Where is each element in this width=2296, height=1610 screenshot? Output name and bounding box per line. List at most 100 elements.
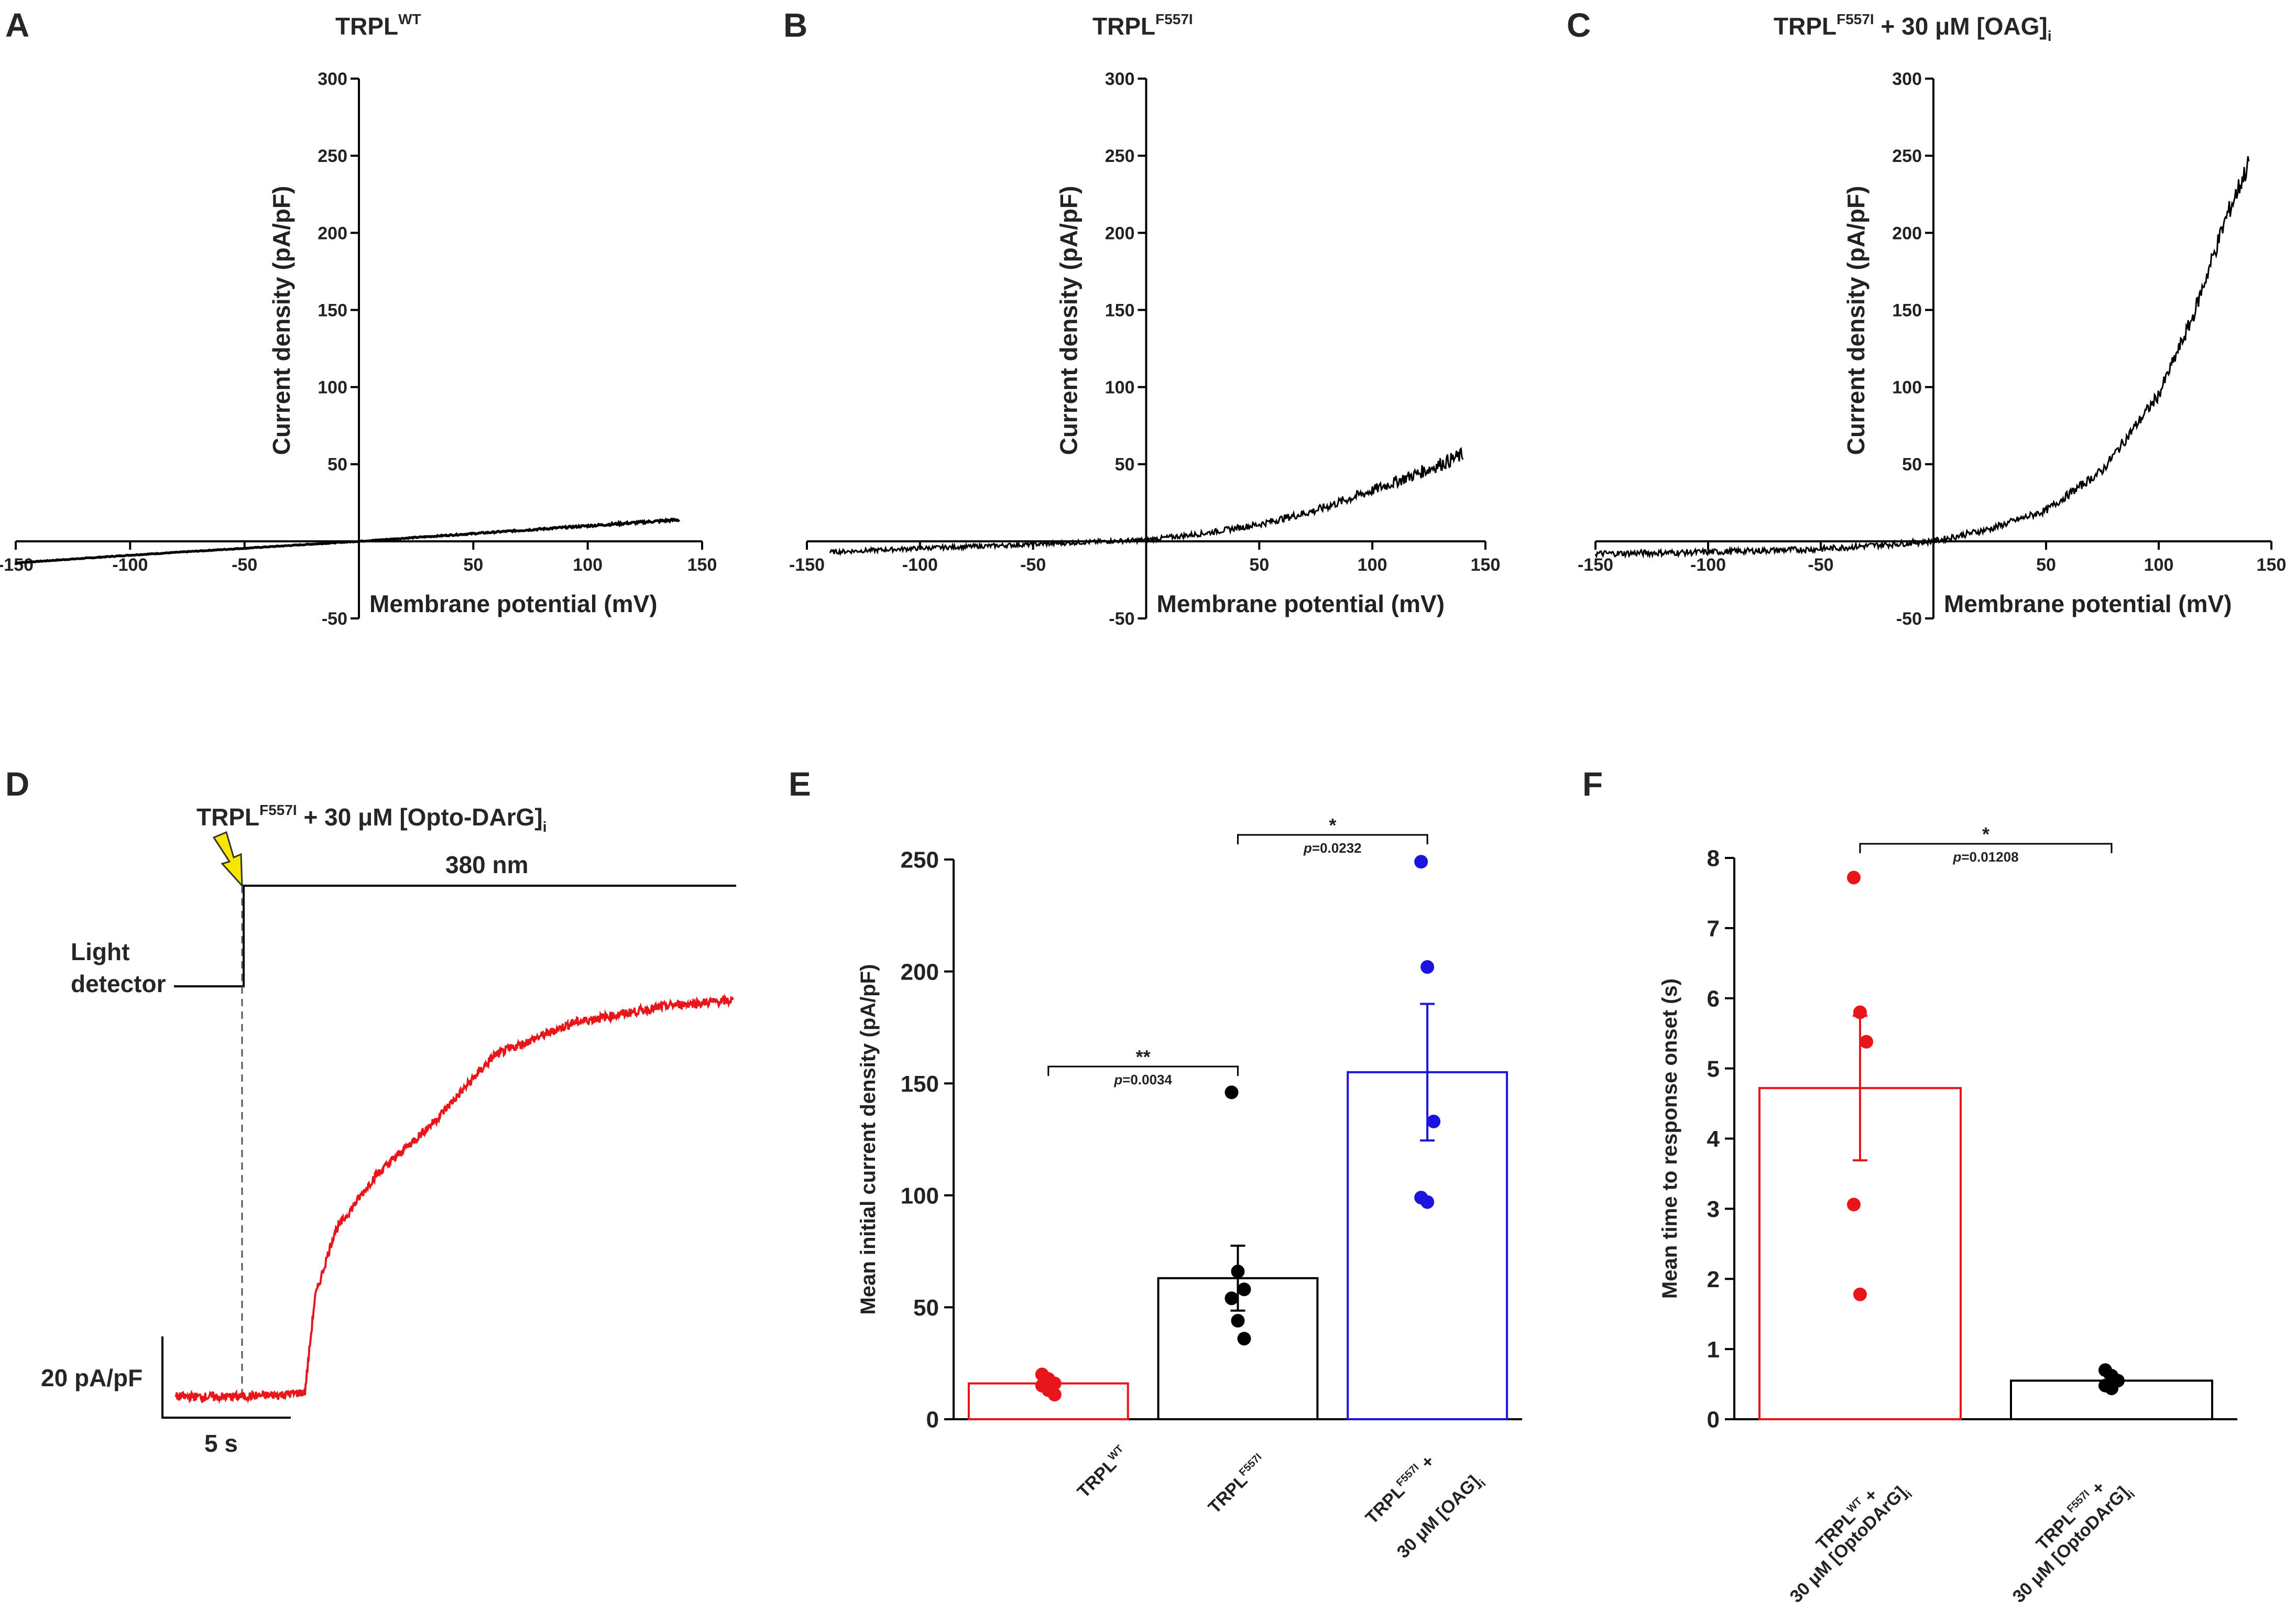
bar-chart-e: 0 50 100 150 200 250 Mean initial current dens… — [857, 814, 1522, 1433]
panel-label-e: E — [789, 765, 811, 803]
x-tick-label: -100 — [1690, 555, 1726, 575]
y-tick-label: -50 — [1896, 609, 1922, 629]
y-tick-label: 0 — [1707, 1407, 1720, 1433]
y-tick-label: 250 — [1892, 146, 1922, 166]
y-tick-label: 300 — [1892, 69, 1922, 89]
y-axis-label: Current density (pA/pF) — [1055, 186, 1083, 455]
iv-panel-c: -150 -100 -50 50 100 150 -50 50 100 150 200 250 300 M… — [1578, 69, 2286, 629]
y-tick-label: 250 — [318, 146, 347, 166]
x-tick-label: -100 — [902, 555, 938, 575]
y-tick-label: 150 — [901, 1071, 939, 1097]
data-point — [1224, 1085, 1239, 1100]
significance-bracket — [1859, 843, 2113, 853]
y-tick-label: 50 — [1115, 455, 1135, 475]
x-tick-label: -150 — [789, 555, 825, 575]
p-symbol: p — [1113, 1072, 1122, 1087]
iv-trace — [829, 447, 1464, 556]
y-tick-label: -50 — [322, 609, 347, 629]
y-tick-label: 150 — [1892, 300, 1922, 320]
data-point — [1414, 855, 1428, 869]
y-tick-label: 150 — [318, 300, 347, 320]
panel-d-title: TRPLF557I + 30 μM [Opto-DArG]i — [196, 802, 546, 835]
y-tick-label: 0 — [926, 1407, 939, 1433]
x-tick-label: -100 — [112, 555, 148, 575]
panel-a-title: TRPLWT — [335, 11, 421, 40]
significance-stars: ** — [1136, 1046, 1151, 1068]
y-axis-label: Mean initial current density (pA/pF) — [857, 964, 880, 1315]
category-labels-e: TRPLWT TRPLF557I TRPLF557I + 30 μM [OAG]… — [1073, 1443, 1489, 1562]
y-tick-label: 50 — [327, 455, 347, 475]
x-tick-label: -50 — [232, 555, 257, 575]
x-tick-label: 150 — [1471, 555, 1501, 575]
significance-stars: * — [1329, 814, 1336, 836]
trace-panel-d: TRPLF557I + 30 μM [Opto-DArG]i 380 nm Li… — [41, 802, 736, 1457]
y-tick-label: 1 — [1707, 1337, 1720, 1363]
x-tick-label: 50 — [2036, 555, 2056, 575]
y-tick-label: 8 — [1707, 846, 1720, 872]
significance-bracket — [1047, 1065, 1239, 1076]
current-trace — [174, 993, 734, 1405]
data-point — [1847, 1198, 1861, 1212]
p-number: =0.0034 — [1122, 1072, 1172, 1087]
x-tick-label: 50 — [1249, 555, 1269, 575]
y-tick-label: 3 — [1707, 1196, 1720, 1222]
x-tick-label: -50 — [1808, 555, 1833, 575]
category-label-f-0b: 30 μM [OptoDArG]i — [1786, 1481, 1915, 1609]
scale-bar-y-label: 20 pA/pF — [41, 1364, 143, 1391]
data-point — [1047, 1388, 1062, 1402]
data-point — [1237, 1332, 1251, 1346]
data-point — [1860, 1035, 1873, 1049]
p-number: =0.0232 — [1312, 840, 1362, 856]
data-point — [1420, 960, 1435, 974]
y-tick-label: 50 — [1902, 455, 1922, 475]
data-point — [1847, 871, 1861, 885]
scale-bar-x-label: 5 s — [204, 1430, 238, 1457]
p-value: p=0.01208 — [1952, 849, 2018, 865]
p-symbol: p — [1952, 849, 1961, 865]
iv-panel-a: -150 -100 -50 50 100 150 -50 50 100 150 200 250 300 M… — [0, 69, 717, 629]
y-tick-label: 5 — [1707, 1056, 1720, 1082]
wavelength-label: 380 nm — [445, 851, 529, 878]
data-point — [1853, 1005, 1867, 1019]
iv-panel-b: -150 -100 -50 50 100 150 -50 50 100 150 200 250 300 M… — [789, 69, 1500, 629]
y-tick-label: 100 — [901, 1183, 939, 1209]
y-tick-label: 100 — [1105, 378, 1135, 398]
panel-b-title: TRPLF557I — [1092, 11, 1193, 40]
y-tick-label: 7 — [1707, 916, 1720, 942]
y-axis-label: Current density (pA/pF) — [268, 186, 295, 455]
data-point — [1427, 1114, 1441, 1128]
y-tick-label: 200 — [1892, 223, 1922, 243]
y-tick-label: 50 — [913, 1295, 939, 1321]
panel-label-f: F — [1582, 765, 1603, 803]
y-tick-label: 6 — [1707, 986, 1720, 1011]
significance-stars: * — [1982, 823, 1989, 845]
x-tick-label: 100 — [573, 555, 603, 575]
light-onset-arrow-icon — [212, 831, 243, 888]
panel-label-b: B — [783, 6, 807, 44]
y-tick-label: 200 — [318, 223, 347, 243]
x-tick-label: 150 — [687, 555, 717, 575]
data-point — [1224, 1291, 1239, 1306]
y-tick-label: -50 — [1109, 609, 1134, 629]
x-tick-label: 100 — [2144, 555, 2174, 575]
category-label-e-0: TRPLWT — [1073, 1443, 1132, 1502]
data-point — [1231, 1265, 1245, 1279]
y-axis-label: Current density (pA/pF) — [1842, 186, 1869, 455]
y-tick-label: 100 — [318, 378, 347, 398]
category-label-e-1: TRPLF557I — [1204, 1451, 1271, 1518]
p-value: p=0.0232 — [1303, 840, 1362, 856]
y-tick-label: 200 — [1105, 223, 1135, 243]
iv-trace — [15, 517, 681, 564]
y-tick-label: 300 — [1105, 69, 1135, 89]
x-axis-label: Membrane potential (mV) — [369, 590, 658, 617]
light-detector-label-1: Light — [71, 938, 129, 965]
significance-bracket — [1237, 834, 1428, 844]
x-tick-label: -150 — [1578, 555, 1613, 575]
category-labels-f: TRPLWT + 30 μM [OptoDArG]i TRPLF557I + 3… — [1786, 1477, 2138, 1609]
y-tick-label: 2 — [1707, 1267, 1720, 1292]
x-tick-label: 100 — [1358, 555, 1387, 575]
light-detector-label-2: detector — [71, 970, 166, 997]
data-point — [1237, 1282, 1251, 1297]
y-tick-label: 300 — [318, 69, 347, 89]
x-tick-label: 50 — [463, 555, 483, 575]
